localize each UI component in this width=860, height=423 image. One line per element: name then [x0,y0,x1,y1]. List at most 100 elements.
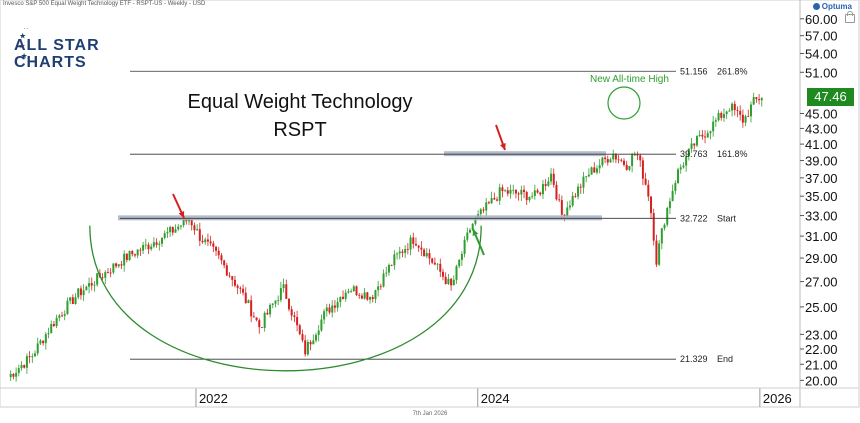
candle [366,291,369,301]
candle [677,167,680,184]
candle [450,277,453,291]
candle-body [514,189,517,194]
arrow-head [500,143,506,150]
candle [304,335,307,357]
candle [436,263,439,271]
candle-body [660,228,663,244]
candle [155,238,158,248]
candle [558,193,561,203]
candle-body [215,246,218,251]
candle-body [606,159,609,163]
candle-body [304,340,307,355]
candle-body [506,190,509,194]
candle [412,232,415,249]
candle-body [612,154,615,160]
candle-body [31,356,34,358]
candle-body [71,297,74,305]
candle-body [420,247,423,250]
candle [363,287,366,300]
candle-body [58,315,61,318]
candle [34,350,37,357]
candle [58,313,61,322]
candle-body [161,237,163,244]
y-tick-label: 35.00 [805,189,838,204]
candle [444,272,447,285]
candle [166,226,169,238]
lock-icon[interactable] [845,11,855,23]
candle [685,152,688,172]
candle [44,331,47,350]
candle-body [682,165,685,168]
candle [52,321,55,328]
candle [396,252,399,260]
x-tick-label: 2024 [481,391,510,406]
red-arrow-2024 [495,124,506,151]
optuma-brand: Optuma [812,2,852,11]
candle-body [658,243,661,265]
candle-body [247,300,250,304]
candle-body [487,202,490,204]
y-tick-label: 60.00 [805,12,838,27]
candle [428,248,431,265]
candle [352,284,355,293]
candle-body [174,229,177,233]
candle [225,262,228,277]
candle [209,235,212,247]
candle-body [433,262,436,265]
candle-body [704,136,707,138]
candle [485,198,488,217]
candle [377,280,380,297]
level-price: 39.763 [680,149,708,159]
candle-body [233,279,236,286]
candle [455,264,458,284]
candle-body [706,133,709,138]
y-tick-label: 31.00 [805,229,838,244]
date-footer: 7th Jan 2026 [412,411,448,417]
candle-body [439,263,442,272]
candle-body [42,340,45,344]
candle [244,287,247,304]
candle [420,241,423,257]
candle-body [106,272,109,273]
y-tick-label: 25.00 [805,300,838,315]
chart-title-block: Equal Weight Technology RSPT [150,88,450,144]
candle-body [350,290,353,292]
candle [744,114,747,126]
candle-body [52,324,55,327]
candle-body [512,189,515,191]
candle-body [374,290,377,300]
candle [482,207,485,214]
candle-body [479,209,482,215]
candle [125,253,128,263]
candle-body [677,169,680,184]
candle-body [290,309,293,316]
candle-body [728,110,731,112]
candle-body [36,343,39,354]
candle-body [90,283,93,286]
candle [152,237,155,249]
candle-body [352,286,355,291]
level-label: 161.8% [717,149,748,159]
candle-body [269,304,272,315]
candle-body [317,330,320,335]
candle-body [412,237,415,244]
candle [550,168,553,185]
candle-body [695,136,698,146]
candle-body [587,174,590,177]
candle-body [471,223,474,230]
candle [139,247,142,256]
candle-body [560,200,563,215]
candle [749,101,752,123]
candle [595,165,598,175]
candle [115,262,118,269]
candle [736,106,739,118]
candle [525,190,528,206]
candle [163,230,166,240]
candle [663,223,666,231]
candle-body [204,239,207,243]
candle [628,165,631,172]
logo-star: ★ [22,28,29,31]
candle [555,181,558,201]
candle-body [179,225,182,227]
candle [760,96,763,107]
